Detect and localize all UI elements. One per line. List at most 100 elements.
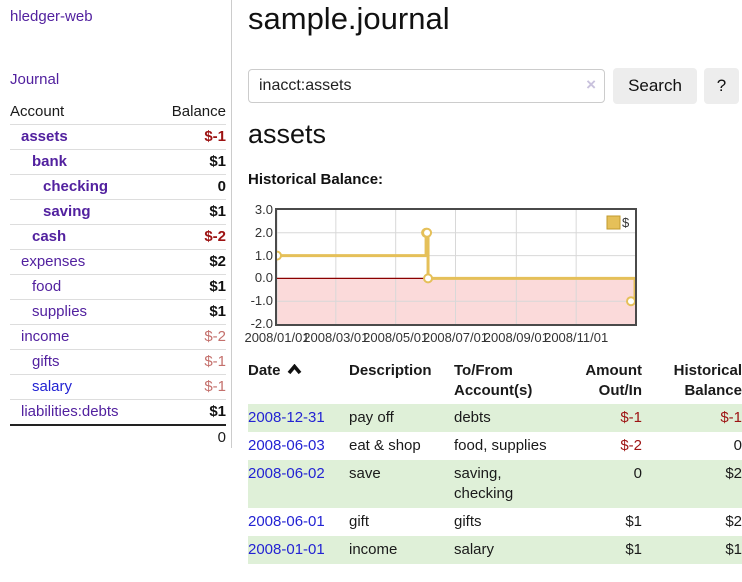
accounts-total-row: 0 [10,425,226,450]
account-link[interactable]: cash [32,228,67,245]
transaction-description: eat & shop [349,437,421,454]
account-balance: $1 [209,203,226,220]
account-row: checking 0 [10,174,226,200]
search-box: × [248,69,605,103]
x-tick-label: 2008/11/01 [544,330,609,345]
transaction-amount: $1 [625,513,642,530]
register-row: 2008-06-02 save saving, checking 0 $2 [248,460,742,508]
transaction-date-link[interactable]: 2008-06-02 [248,465,325,482]
account-link[interactable]: liabilities:debts [21,403,119,420]
data-point-marker [277,250,282,261]
register-row: 2008-06-03 eat & shop food, supplies $-2 0 [248,432,742,460]
transaction-date-link[interactable]: 2008-12-31 [248,409,325,426]
transaction-description: income [349,541,398,558]
y-tick-label: -1.0 [250,293,273,309]
account-row: supplies $1 [10,299,226,325]
account-balance: 0 [217,178,226,195]
x-tick-label: 2008/07/01 [422,330,489,345]
transaction-accounts: gifts [454,513,482,530]
account-heading: assets [248,119,327,149]
data-point-marker [422,227,433,238]
account-link[interactable]: food [32,278,62,295]
account-row: saving $1 [10,199,226,225]
y-tick-label: 3.0 [254,202,273,217]
sidebar-item-journal[interactable]: Journal [10,71,60,88]
transaction-accounts: debts [454,409,491,426]
transaction-balance: $2 [725,513,742,530]
account-row: salary $-1 [10,374,226,400]
transaction-balance: $-1 [720,409,742,426]
chart-svg: $ [277,210,635,324]
account-link[interactable]: supplies [32,303,88,320]
legend-swatch [606,215,621,230]
accounts-total-balance: 0 [217,429,226,446]
y-tick-label: 2.0 [254,224,273,240]
app-brand-link[interactable]: hledger-web [10,8,93,25]
transaction-date-link[interactable]: 2008-06-03 [248,437,325,454]
search-button[interactable]: Search [613,68,697,104]
account-row: gifts $-1 [10,349,226,375]
register-table: Date Description To/From Account(s) Amount … [248,358,742,564]
x-tick-label: 2008/03/01 [303,330,369,345]
y-tick-label: 0.0 [254,270,273,286]
transaction-amount: $1 [625,541,642,558]
search-input[interactable] [248,69,605,103]
register-col-historical-balance: Historical Balance [673,362,742,399]
register-header-row: Date Description To/From Account(s) Amount … [248,358,742,404]
account-link[interactable]: salary [32,378,73,395]
clear-search-icon[interactable]: × [586,75,596,94]
help-button[interactable]: ? [704,68,739,104]
main-content: sample.journal × Search ? assets Histori… [244,0,742,582]
register-col-date[interactable]: Date [248,358,345,404]
transaction-description: gift [349,513,370,530]
account-balance: $-1 [204,128,226,145]
accounts-col-balance: Balance [171,103,226,120]
x-tick-label: 2008/01/01 [244,330,310,345]
y-tick-label: 1.0 [254,247,273,263]
account-row: assets $-1 [10,124,226,150]
chart-plot-area: $ [275,208,637,326]
account-balance: $-1 [204,378,226,395]
account-balance: $-1 [204,353,226,370]
account-balance: $-2 [204,328,226,345]
transaction-balance: $2 [725,465,742,482]
transaction-description: save [349,465,381,482]
transaction-balance: 0 [733,437,742,454]
transaction-balance: $1 [725,541,742,558]
account-link[interactable]: assets [21,128,68,145]
transaction-description: pay off [349,409,394,426]
legend-label: $ [622,215,630,230]
page-title: sample.journal [248,1,450,36]
historical-balance-chart: 3.0 2.0 1.0 0.0 -1.0 -2.0 $ 2008/01/01 2008/03… [244,200,742,350]
transaction-date-link[interactable]: 2008-06-01 [248,513,325,530]
account-link[interactable]: bank [32,153,68,170]
register-col-amount-out-in: Amount Out/In [585,362,642,399]
account-balance: $1 [209,153,226,170]
account-link[interactable]: gifts [32,353,60,370]
account-row: cash $-2 [10,224,226,250]
account-balance: $1 [209,278,226,295]
register-col-description: Description [349,362,432,379]
y-tick-label: -2.0 [250,316,273,331]
account-link[interactable]: income [21,328,70,345]
account-row: bank $1 [10,149,226,175]
register-row: 2008-06-01 gift gifts $1 $2 [248,508,742,536]
data-point-marker [626,296,635,307]
account-row: liabilities:debts $1 [10,399,226,426]
account-link[interactable]: expenses [21,253,86,270]
account-link[interactable]: saving [43,203,91,220]
account-row: food $1 [10,274,226,300]
transaction-date-link[interactable]: 2008-01-01 [248,541,325,558]
sort-asc-chevron-up-icon[interactable] [287,364,302,375]
accounts-header-row: Account Balance [10,100,226,125]
account-link[interactable]: checking [43,178,109,195]
account-balance: $-2 [204,228,226,245]
account-balance: $1 [209,403,226,420]
sidebar: hledger-web Journal Account Balance asse… [0,0,232,448]
register-row: 2008-01-01 income salary $1 $1 [248,536,742,564]
transaction-amount: 0 [633,465,642,482]
account-balance: $1 [209,303,226,320]
search-form: × Search ? [248,68,739,104]
x-tick-label: 2008/05/01 [363,330,429,345]
